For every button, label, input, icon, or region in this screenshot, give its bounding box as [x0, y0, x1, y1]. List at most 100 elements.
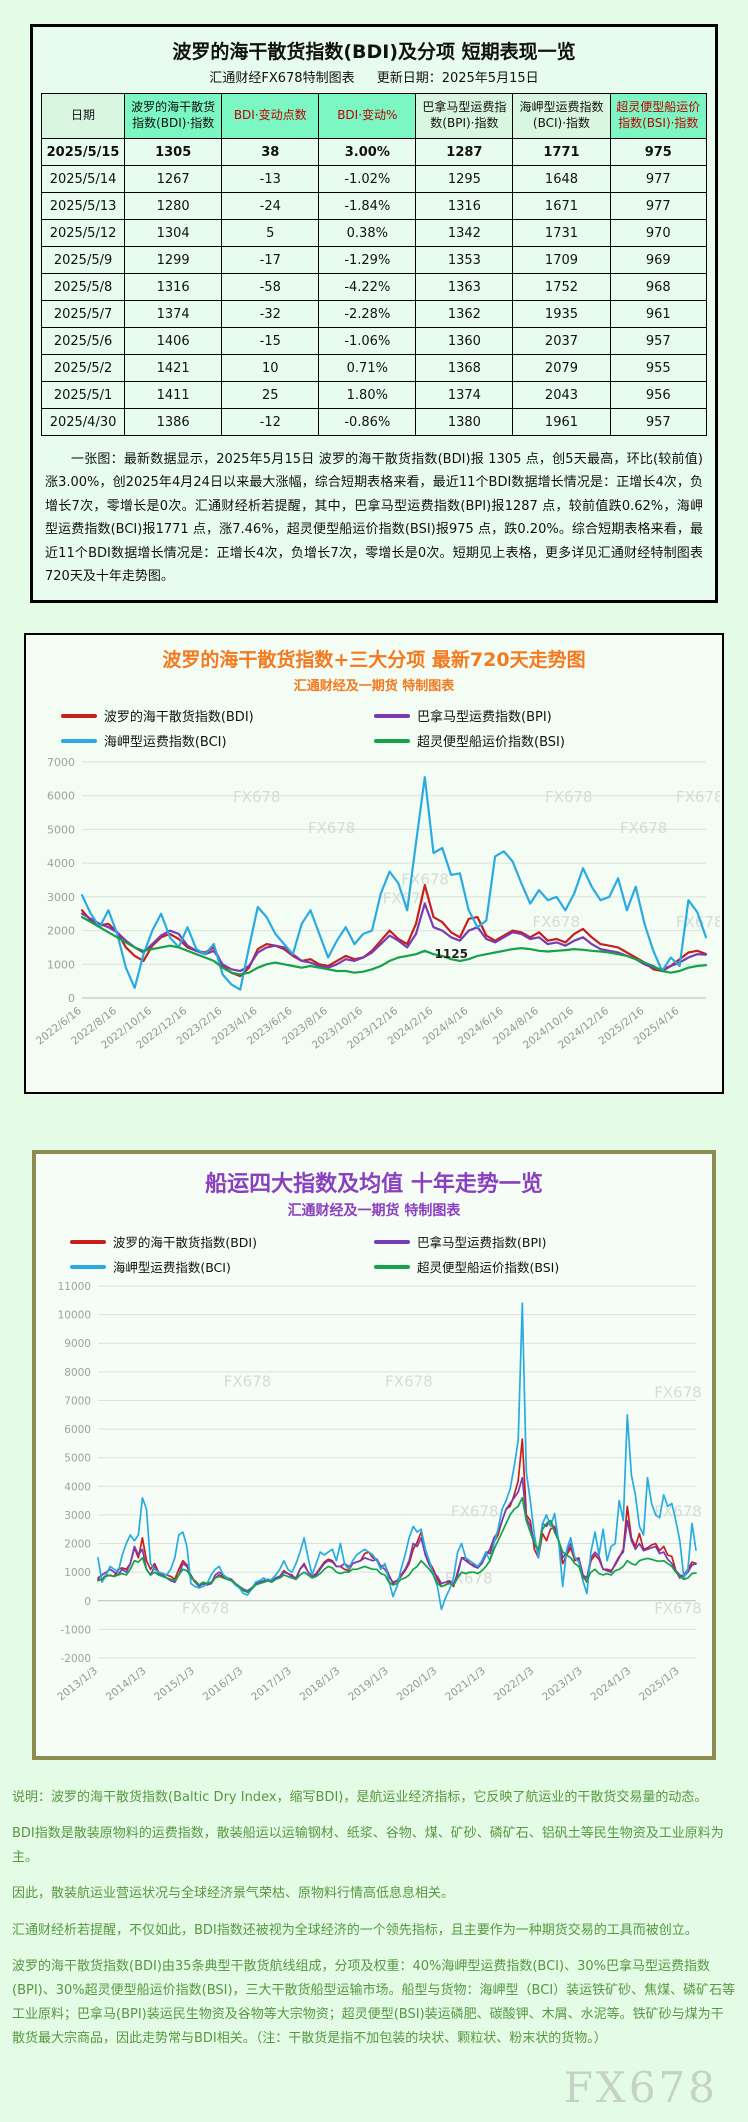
- svg-text:FX678: FX678: [224, 1373, 272, 1391]
- svg-text:6000: 6000: [64, 1424, 91, 1436]
- svg-text:FX678: FX678: [308, 819, 356, 837]
- table-cell: -4.22%: [318, 273, 417, 301]
- legend-label: 海岬型运费指数(BCI): [112, 1260, 231, 1276]
- table-cell: 2025/5/15: [40, 138, 126, 166]
- legend-label: 超灵便型船运价指数(BSI): [417, 1260, 560, 1276]
- table-cell: 2025/5/8: [40, 273, 126, 301]
- svg-text:2019/1/3: 2019/1/3: [346, 1665, 391, 1703]
- table-cell: -0.86%: [318, 408, 417, 436]
- table-cell: 1362: [415, 300, 514, 328]
- table-cell: 968: [609, 273, 708, 301]
- footer-line: 汇通财经析若提醒，不仅如此，BDI指数还被视为全球经济的一个领先指标，且主要作为…: [12, 1922, 698, 1938]
- legend-item: 超灵便型船运价指数(BSI): [374, 1257, 678, 1276]
- svg-text:2023/1/3: 2023/1/3: [540, 1665, 585, 1703]
- svg-text:2014/1/3: 2014/1/3: [104, 1665, 149, 1703]
- table-cell: -24: [221, 192, 320, 220]
- table-cell: 1287: [415, 138, 514, 166]
- table-row: 2025/5/2 1421 10 0.71% 1368 2079 955: [40, 354, 708, 382]
- svg-text:0: 0: [68, 992, 75, 1005]
- legend-label: 巴拿马型运费指数(BPI): [417, 1235, 547, 1251]
- table-cell: 955: [609, 354, 708, 382]
- table-cell: 2025/5/9: [40, 246, 126, 274]
- table-cell: 10: [221, 354, 320, 382]
- legend-line-swatch: [60, 738, 97, 743]
- svg-text:11000: 11000: [58, 1281, 91, 1293]
- svg-text:FX678: FX678: [383, 890, 431, 908]
- table-row: 2025/4/30 1386 -12 -0.86% 1380 1961 957: [40, 408, 708, 436]
- table-cell: 1342: [415, 219, 514, 247]
- table-cell: 2025/5/13: [40, 192, 126, 220]
- short-term-table: 日期 波罗的海干散货指数(BDI)·指数 BDI·变动点数 BDI·变动% 巴拿马型运费…: [40, 93, 708, 436]
- legend-line-swatch: [69, 1264, 106, 1269]
- table-cell: 977: [609, 165, 708, 193]
- column-header: BDI·变动点数: [221, 93, 320, 139]
- table-cell: 1363: [415, 273, 514, 301]
- table-cell: 2025/5/14: [40, 165, 126, 193]
- table-cell: 1368: [415, 354, 514, 382]
- table-cell: -58: [221, 273, 320, 301]
- legend-item: 巴拿马型运费指数(BPI): [374, 1232, 678, 1251]
- table-cell: -15: [221, 327, 320, 355]
- table-cell: 969: [609, 246, 708, 274]
- legend-item: 超灵便型船运价指数(BSI): [374, 731, 687, 750]
- table-cell: 3.00%: [318, 138, 417, 166]
- table-cell: 1353: [415, 246, 514, 274]
- legend-item: 波罗的海干散货指数(BDI): [69, 1232, 374, 1251]
- table-cell: 38: [221, 138, 320, 166]
- table-row: 2025/5/8 1316 -58 -4.22% 1363 1752 968: [40, 273, 708, 301]
- svg-text:-1000: -1000: [60, 1625, 91, 1637]
- table-cell: 2025/5/2: [40, 354, 126, 382]
- footer-line: 波罗的海干散货指数(BDI)由35条典型干散货航线组成，分项及权重：40%海岬型…: [12, 1958, 736, 2046]
- table-cell: 1406: [124, 327, 223, 355]
- table-cell: -12: [221, 408, 320, 436]
- table-cell: 1386: [124, 408, 223, 436]
- svg-text:2000: 2000: [64, 1539, 91, 1551]
- svg-text:6000: 6000: [47, 790, 75, 803]
- svg-text:4000: 4000: [47, 857, 75, 870]
- fx678-watermark: FX678: [563, 2062, 718, 2112]
- svg-text:8000: 8000: [64, 1367, 91, 1379]
- chart-10y-plot: -2000 -1000 0 1000 2000 3000 4000 5000 6000 7000 8…: [36, 1280, 712, 1756]
- table-cell: 1360: [415, 327, 514, 355]
- svg-text:FX678: FX678: [654, 1600, 702, 1618]
- svg-text:3000: 3000: [64, 1510, 91, 1522]
- svg-text:9000: 9000: [64, 1339, 91, 1351]
- table-header: 日期 波罗的海干散货指数(BDI)·指数 BDI·变动点数 BDI·变动% 巴拿马型运费…: [40, 93, 708, 139]
- svg-text:1000: 1000: [64, 1567, 91, 1579]
- table-cell: 1316: [415, 192, 514, 220]
- table-cell: 1295: [415, 165, 514, 193]
- table-cell: 25: [221, 381, 320, 409]
- table-cell: 1671: [512, 192, 611, 220]
- svg-text:FX678: FX678: [182, 1600, 230, 1618]
- table-row: 2025/5/7 1374 -32 -2.28% 1362 1935 961: [40, 300, 708, 328]
- table-cell: 1305: [124, 138, 223, 166]
- footer-notes: 说明：波罗的海干散货指数(Baltic Dry Index，缩写BDI)，是航运…: [12, 1786, 736, 2111]
- table-row: 2025/5/12 1304 5 0.38% 1342 1731 970: [40, 219, 708, 247]
- svg-text:2021/1/3: 2021/1/3: [443, 1665, 488, 1703]
- table-row: 2025/5/6 1406 -15 -1.06% 1360 2037 957: [40, 327, 708, 355]
- table-cell: 1709: [512, 246, 611, 274]
- table-cell: 961: [609, 300, 708, 328]
- legend-label: 巴拿马型运费指数(BPI): [417, 710, 552, 726]
- table-subtitle-source: 汇通财经FX678特制图表: [209, 71, 355, 86]
- table-cell: -13: [221, 165, 320, 193]
- legend-label: 波罗的海干散货指数(BDI): [112, 1235, 257, 1251]
- legend-label: 海岬型运费指数(BCI): [103, 735, 227, 751]
- table-cell: 2025/4/30: [40, 408, 126, 436]
- table-row: 2025/5/15 1305 38 3.00% 1287 1771 975: [40, 138, 708, 166]
- svg-text:FX678: FX678: [451, 1503, 499, 1521]
- footer-line: BDI指数是散装原物料的运费指数，散装船运以运输钢材、纸浆、谷物、煤、矿砂、磷矿…: [12, 1826, 724, 1866]
- table-cell: -17: [221, 246, 320, 274]
- legend-item: 海岬型运费指数(BCI): [69, 1257, 374, 1276]
- svg-text:2000: 2000: [47, 925, 75, 938]
- svg-text:5000: 5000: [64, 1453, 91, 1465]
- table-cell: -1.06%: [318, 327, 417, 355]
- table-cell: 1374: [124, 300, 223, 328]
- chart-720d-legend: 波罗的海干散货指数(BDI) 巴拿马型运费指数(BPI) 海岬型运费指数(BCI) 超…: [26, 706, 722, 750]
- svg-text:10000: 10000: [58, 1310, 91, 1322]
- table-cell: 977: [609, 192, 708, 220]
- svg-text:2017/1/3: 2017/1/3: [249, 1665, 294, 1703]
- chart-720d-subtitle: 汇通财经及一期货 特制图表: [293, 679, 455, 695]
- column-header: 波罗的海干散货指数(BDI)·指数: [124, 93, 223, 139]
- column-header: 超灵便型船运价指数(BSI)·指数: [609, 93, 708, 139]
